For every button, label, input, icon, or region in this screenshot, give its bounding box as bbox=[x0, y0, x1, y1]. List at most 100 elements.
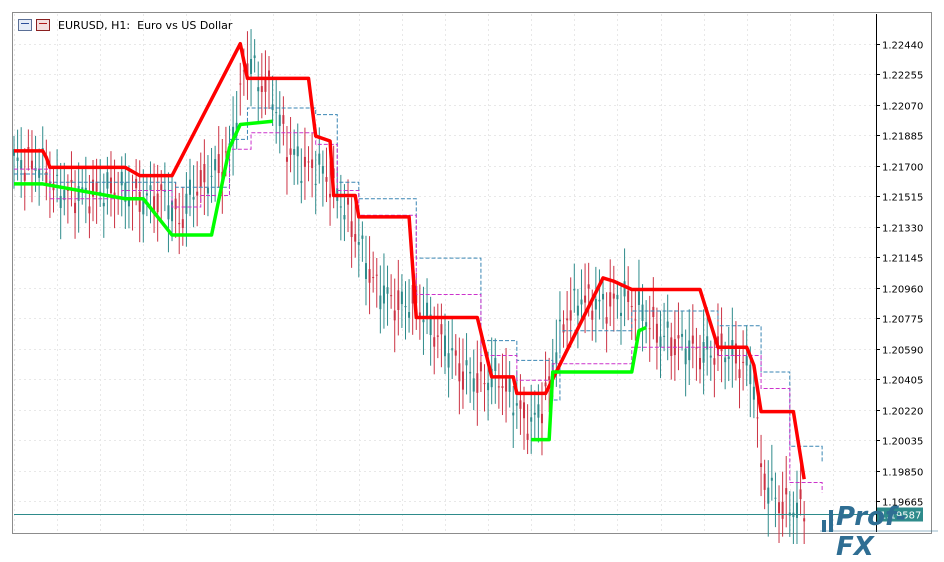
price-tick-label: 1.21515 bbox=[882, 193, 923, 204]
candle-body bbox=[444, 335, 446, 357]
candle-body bbox=[497, 386, 500, 388]
candle-body bbox=[368, 269, 371, 283]
candle-body bbox=[630, 306, 633, 308]
candle-body bbox=[192, 197, 195, 200]
candle-body bbox=[77, 186, 80, 201]
candle-body bbox=[382, 285, 385, 304]
candle-body bbox=[429, 314, 432, 336]
chart-title: EURUSD, H1: Euro vs US Dollar bbox=[58, 19, 232, 32]
candle-body bbox=[400, 291, 403, 305]
chart-symbol-icon[interactable] bbox=[36, 19, 50, 31]
candle-body bbox=[264, 77, 267, 92]
candle-body bbox=[569, 310, 572, 321]
mid-lines bbox=[14, 107, 823, 493]
candle-body bbox=[724, 357, 727, 363]
price-chart[interactable]: 1.22440 1.22255 1.22070 1.21885 1.21700 1.215… bbox=[0, 0, 944, 544]
candle-body bbox=[257, 87, 260, 92]
candle-body bbox=[785, 488, 788, 495]
band-upper_band bbox=[14, 41, 806, 480]
candle-body bbox=[70, 179, 73, 183]
candle-body bbox=[56, 174, 59, 176]
candle-body bbox=[637, 291, 640, 305]
price-tick-label: 1.21700 bbox=[882, 163, 923, 174]
candle-body bbox=[756, 417, 759, 419]
candle-body bbox=[246, 63, 249, 76]
candle-body bbox=[206, 187, 209, 194]
candle-body bbox=[127, 197, 130, 207]
candle-body bbox=[605, 317, 608, 324]
candle-body bbox=[666, 321, 669, 328]
candle-body bbox=[663, 335, 666, 337]
candle-body bbox=[153, 196, 156, 215]
candle-body bbox=[203, 164, 206, 183]
candle-body bbox=[250, 58, 253, 74]
candle-body bbox=[178, 222, 181, 225]
candle-body bbox=[426, 302, 429, 318]
candle-body bbox=[149, 185, 152, 191]
candle-body bbox=[454, 350, 457, 356]
candle-body bbox=[706, 336, 709, 350]
candle-body bbox=[361, 235, 364, 239]
candle-body bbox=[23, 172, 26, 181]
candle-body bbox=[232, 126, 235, 144]
chart-window-icon[interactable] bbox=[18, 19, 32, 31]
price-tick-label: 1.19850 bbox=[882, 468, 923, 479]
candle-body bbox=[217, 154, 220, 174]
candle-body bbox=[95, 181, 98, 192]
candle-body bbox=[619, 312, 622, 316]
candle-body bbox=[59, 195, 62, 209]
candle-body bbox=[781, 501, 784, 519]
candle-body bbox=[167, 205, 170, 220]
price-tick-label: 1.21885 bbox=[882, 132, 923, 143]
candle-body bbox=[325, 177, 328, 182]
candle-body bbox=[681, 333, 684, 337]
candle-body bbox=[695, 347, 698, 349]
candle-body bbox=[185, 193, 188, 214]
price-tick-label: 1.21145 bbox=[882, 254, 923, 265]
candle-body bbox=[393, 310, 396, 321]
candle-body bbox=[364, 263, 367, 279]
candle-body bbox=[210, 175, 213, 177]
bands bbox=[14, 41, 806, 480]
candle-body bbox=[558, 319, 561, 322]
candle-body bbox=[770, 477, 773, 481]
candle-body bbox=[483, 383, 486, 385]
candle-body bbox=[113, 192, 116, 196]
candle-body bbox=[641, 304, 644, 321]
candle-body bbox=[699, 357, 702, 370]
candle-body bbox=[508, 376, 511, 392]
candle-body bbox=[199, 170, 202, 187]
candle-body bbox=[738, 369, 741, 378]
candle-body bbox=[145, 193, 148, 196]
band-lower_band_2 bbox=[531, 325, 647, 442]
candle-body bbox=[16, 157, 19, 161]
candle-body bbox=[214, 159, 217, 171]
candle-body bbox=[548, 376, 551, 381]
candle-body bbox=[476, 373, 479, 393]
candle-body bbox=[526, 433, 529, 440]
candle-body bbox=[795, 502, 798, 518]
candle-body bbox=[691, 335, 694, 344]
candle-body bbox=[713, 358, 716, 365]
candle-body bbox=[472, 378, 475, 392]
candle-body bbox=[138, 191, 141, 212]
candle-body bbox=[314, 183, 317, 185]
chart-title-bar: EURUSD, H1: Euro vs US Dollar bbox=[18, 17, 232, 33]
price-tick-label: 1.20775 bbox=[882, 315, 923, 326]
candle-body bbox=[411, 284, 414, 304]
candle-body bbox=[242, 70, 245, 72]
candle-body bbox=[594, 298, 597, 310]
candle-body bbox=[760, 463, 763, 468]
candle-body bbox=[408, 312, 411, 318]
candle-body bbox=[354, 234, 357, 242]
candle-body bbox=[566, 318, 569, 321]
candle-body bbox=[372, 276, 375, 279]
candle-body bbox=[390, 295, 393, 297]
chart-window[interactable] bbox=[12, 12, 932, 534]
price-tick-label: 1.20035 bbox=[882, 437, 923, 448]
candle-body bbox=[602, 293, 605, 300]
candle-body bbox=[767, 487, 770, 504]
candle-body bbox=[124, 182, 127, 202]
candle-body bbox=[523, 402, 526, 419]
candle-body bbox=[659, 336, 662, 347]
